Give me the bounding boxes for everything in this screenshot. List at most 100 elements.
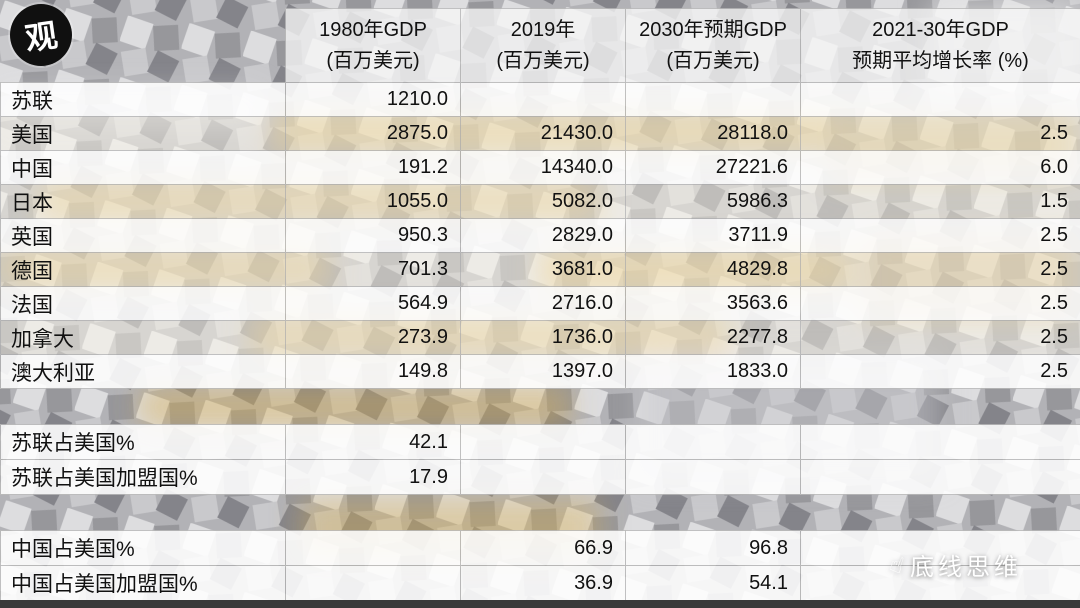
row-label: 苏联占美国% [0,424,286,460]
value-cell: 28118.0 [625,116,801,151]
value-cell: 950.3 [285,218,461,253]
header-cell-2030-gdp: 2030年预期GDP (百万美元) [625,8,801,83]
value-cell [460,459,626,495]
value-cell: 2.5 [800,252,1080,287]
table-body: 苏联 1210.0 美国 2875.0 21430.0 28118.0 2.5 中国 191.2… [0,82,1080,601]
value-cell: 66.9 [460,530,626,566]
hand-pointer-icon: ☝ [886,550,907,578]
value-cell: 6.0 [800,150,1080,185]
row-label: 中国占美国% [0,530,286,566]
value-cell: 1736.0 [460,320,626,355]
value-cell: 21430.0 [460,116,626,151]
table-row: 美国 2875.0 21430.0 28118.0 2.5 [0,116,1080,151]
value-cell [800,530,1080,566]
value-cell: 2875.0 [285,116,461,151]
header-row: 1980年GDP (百万美元) 2019年 (百万美元) 2030年预期GDP … [1,8,1080,83]
header-line: 2019年 [510,18,576,41]
table-row: 中国 191.2 14340.0 27221.6 6.0 [0,150,1080,185]
value-cell: 2.5 [800,116,1080,151]
spacer-cell [1,389,1080,425]
table-row: 法国 564.9 2716.0 3563.6 2.5 [0,286,1080,321]
value-cell: 2.5 [800,286,1080,321]
table-row: 中国占美国加盟国% 36.9 54.1 [0,565,1080,601]
value-cell [460,424,626,460]
row-label: 加拿大 [0,320,286,355]
value-cell [800,424,1080,460]
value-cell: 149.8 [285,354,461,389]
spacer-row [1,495,1080,531]
row-label: 中国占美国加盟国% [0,565,286,601]
watermark: ☝ 底线思维 [886,547,1022,582]
table-row: 加拿大 273.9 1736.0 2277.8 2.5 [0,320,1080,355]
value-cell: 2716.0 [460,286,626,321]
value-cell: 1210.0 [285,82,461,117]
header-line: 预期平均增长率 (%) [852,49,1029,72]
value-cell: 3563.6 [625,286,801,321]
value-cell: 3681.0 [460,252,626,287]
value-cell [285,530,461,566]
value-cell: 2829.0 [460,218,626,253]
value-cell: 191.2 [285,150,461,185]
value-cell: 27221.6 [625,150,801,185]
value-cell: 1833.0 [625,354,801,389]
table-row: 苏联占美国加盟国% 17.9 [0,459,1080,495]
value-cell: 564.9 [285,286,461,321]
row-label: 澳大利亚 [0,354,286,389]
value-cell: 2277.8 [625,320,801,355]
value-cell: 701.3 [285,252,461,287]
value-cell: 2.5 [800,320,1080,355]
row-label: 中国 [0,150,286,185]
site-logo-text: 观 [22,16,60,58]
header-line: (百万美元) [326,49,420,72]
value-cell [800,459,1080,495]
value-cell: 5082.0 [460,184,626,219]
value-cell: 273.9 [285,320,461,355]
value-cell [625,82,801,117]
header-line: 2030年预期GDP [639,18,787,41]
gdp-table: 1980年GDP (百万美元) 2019年 (百万美元) 2030年预期GDP … [0,8,1080,601]
header-line: 2021-30年GDP [872,18,1009,41]
value-cell: 1.5 [800,184,1080,219]
bottom-bar [0,600,1080,608]
header-line: (百万美元) [666,49,760,72]
row-label: 美国 [0,116,286,151]
table-row: 中国占美国% 66.9 96.8 [0,530,1080,566]
table-row: 德国 701.3 3681.0 4829.8 2.5 [0,252,1080,287]
table-row: 日本 1055.0 5082.0 5986.3 1.5 [0,184,1080,219]
value-cell [800,82,1080,117]
row-label: 德国 [0,252,286,287]
value-cell: 36.9 [460,565,626,601]
row-label: 苏联占美国加盟国% [0,459,286,495]
value-cell [285,565,461,601]
table-header: 1980年GDP (百万美元) 2019年 (百万美元) 2030年预期GDP … [1,8,1080,83]
value-cell [460,82,626,117]
table-row: 英国 950.3 2829.0 3711.9 2.5 [0,218,1080,253]
header-cell-2019: 2019年 (百万美元) [460,8,626,83]
value-cell: 2.5 [800,218,1080,253]
value-cell: 3711.9 [625,218,801,253]
header-cell-growth-rate: 2021-30年GDP 预期平均增长率 (%) [800,8,1080,83]
table-row: 苏联 1210.0 [0,82,1080,117]
watermark-text: 底线思维 [910,554,1022,581]
row-label: 法国 [0,286,286,321]
header-cell-1980-gdp: 1980年GDP (百万美元) [285,8,461,83]
value-cell [625,424,801,460]
site-logo: 观 [10,4,72,66]
spacer-row [1,389,1080,425]
value-cell: 1055.0 [285,184,461,219]
table-row: 澳大利亚 149.8 1397.0 1833.0 2.5 [0,354,1080,389]
header-line: (百万美元) [496,49,590,72]
header-line: 1980年GDP [319,18,427,41]
row-label: 苏联 [0,82,286,117]
table-row: 苏联占美国% 42.1 [0,424,1080,460]
value-cell: 54.1 [625,565,801,601]
value-cell: 1397.0 [460,354,626,389]
value-cell: 17.9 [285,459,461,495]
value-cell: 42.1 [285,424,461,460]
value-cell: 2.5 [800,354,1080,389]
value-cell: 5986.3 [625,184,801,219]
value-cell: 96.8 [625,530,801,566]
row-label: 日本 [0,184,286,219]
row-label: 英国 [0,218,286,253]
